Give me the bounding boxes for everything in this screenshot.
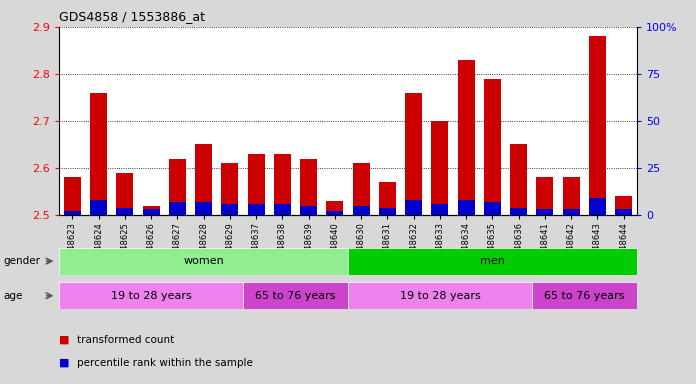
Bar	[274, 204, 291, 215]
Bar	[143, 209, 159, 215]
Bar	[90, 93, 107, 215]
Bar	[90, 200, 107, 215]
Text: men: men	[480, 256, 505, 266]
Bar	[274, 154, 291, 215]
Bar	[458, 200, 475, 215]
Text: ■: ■	[59, 335, 70, 345]
Bar	[615, 209, 632, 215]
Bar	[326, 201, 343, 215]
Text: percentile rank within the sample: percentile rank within the sample	[77, 358, 253, 368]
Text: 19 to 28 years: 19 to 28 years	[111, 291, 191, 301]
Bar	[195, 144, 212, 215]
Bar	[484, 202, 501, 215]
Bar	[116, 207, 134, 215]
Bar	[64, 177, 81, 215]
Text: 65 to 76 years: 65 to 76 years	[544, 291, 624, 301]
Bar	[510, 207, 527, 215]
Bar	[353, 163, 370, 215]
Bar	[248, 204, 264, 215]
Bar	[326, 211, 343, 215]
Bar	[379, 207, 396, 215]
Bar	[300, 159, 317, 215]
Text: women: women	[183, 256, 224, 266]
Text: gender: gender	[3, 256, 40, 266]
Bar	[405, 93, 422, 215]
Bar	[432, 204, 448, 215]
Text: transformed count: transformed count	[77, 335, 174, 345]
Bar	[64, 211, 81, 215]
Text: 65 to 76 years: 65 to 76 years	[255, 291, 335, 301]
Bar	[432, 121, 448, 215]
Bar	[510, 144, 527, 215]
Bar	[221, 163, 238, 215]
Bar	[116, 173, 134, 215]
Bar	[537, 177, 553, 215]
Bar	[248, 154, 264, 215]
Bar	[405, 200, 422, 215]
Bar	[59, 282, 243, 309]
Bar	[532, 282, 637, 309]
Text: GDS4858 / 1553886_at: GDS4858 / 1553886_at	[59, 10, 205, 23]
Bar	[458, 60, 475, 215]
Bar	[484, 79, 501, 215]
Bar	[589, 36, 606, 215]
Bar	[589, 198, 606, 215]
Bar	[562, 209, 580, 215]
Bar	[143, 205, 159, 215]
Bar	[300, 205, 317, 215]
Bar	[221, 204, 238, 215]
Text: 19 to 28 years: 19 to 28 years	[400, 291, 480, 301]
Bar	[195, 202, 212, 215]
Bar	[379, 182, 396, 215]
Bar	[615, 196, 632, 215]
Bar	[59, 248, 348, 275]
Text: age: age	[3, 291, 23, 301]
Text: ■: ■	[59, 358, 70, 368]
Bar	[353, 205, 370, 215]
Bar	[562, 177, 580, 215]
Bar	[348, 282, 532, 309]
Bar	[169, 202, 186, 215]
Bar	[243, 282, 348, 309]
Bar	[537, 209, 553, 215]
Bar	[169, 159, 186, 215]
Bar	[348, 248, 637, 275]
